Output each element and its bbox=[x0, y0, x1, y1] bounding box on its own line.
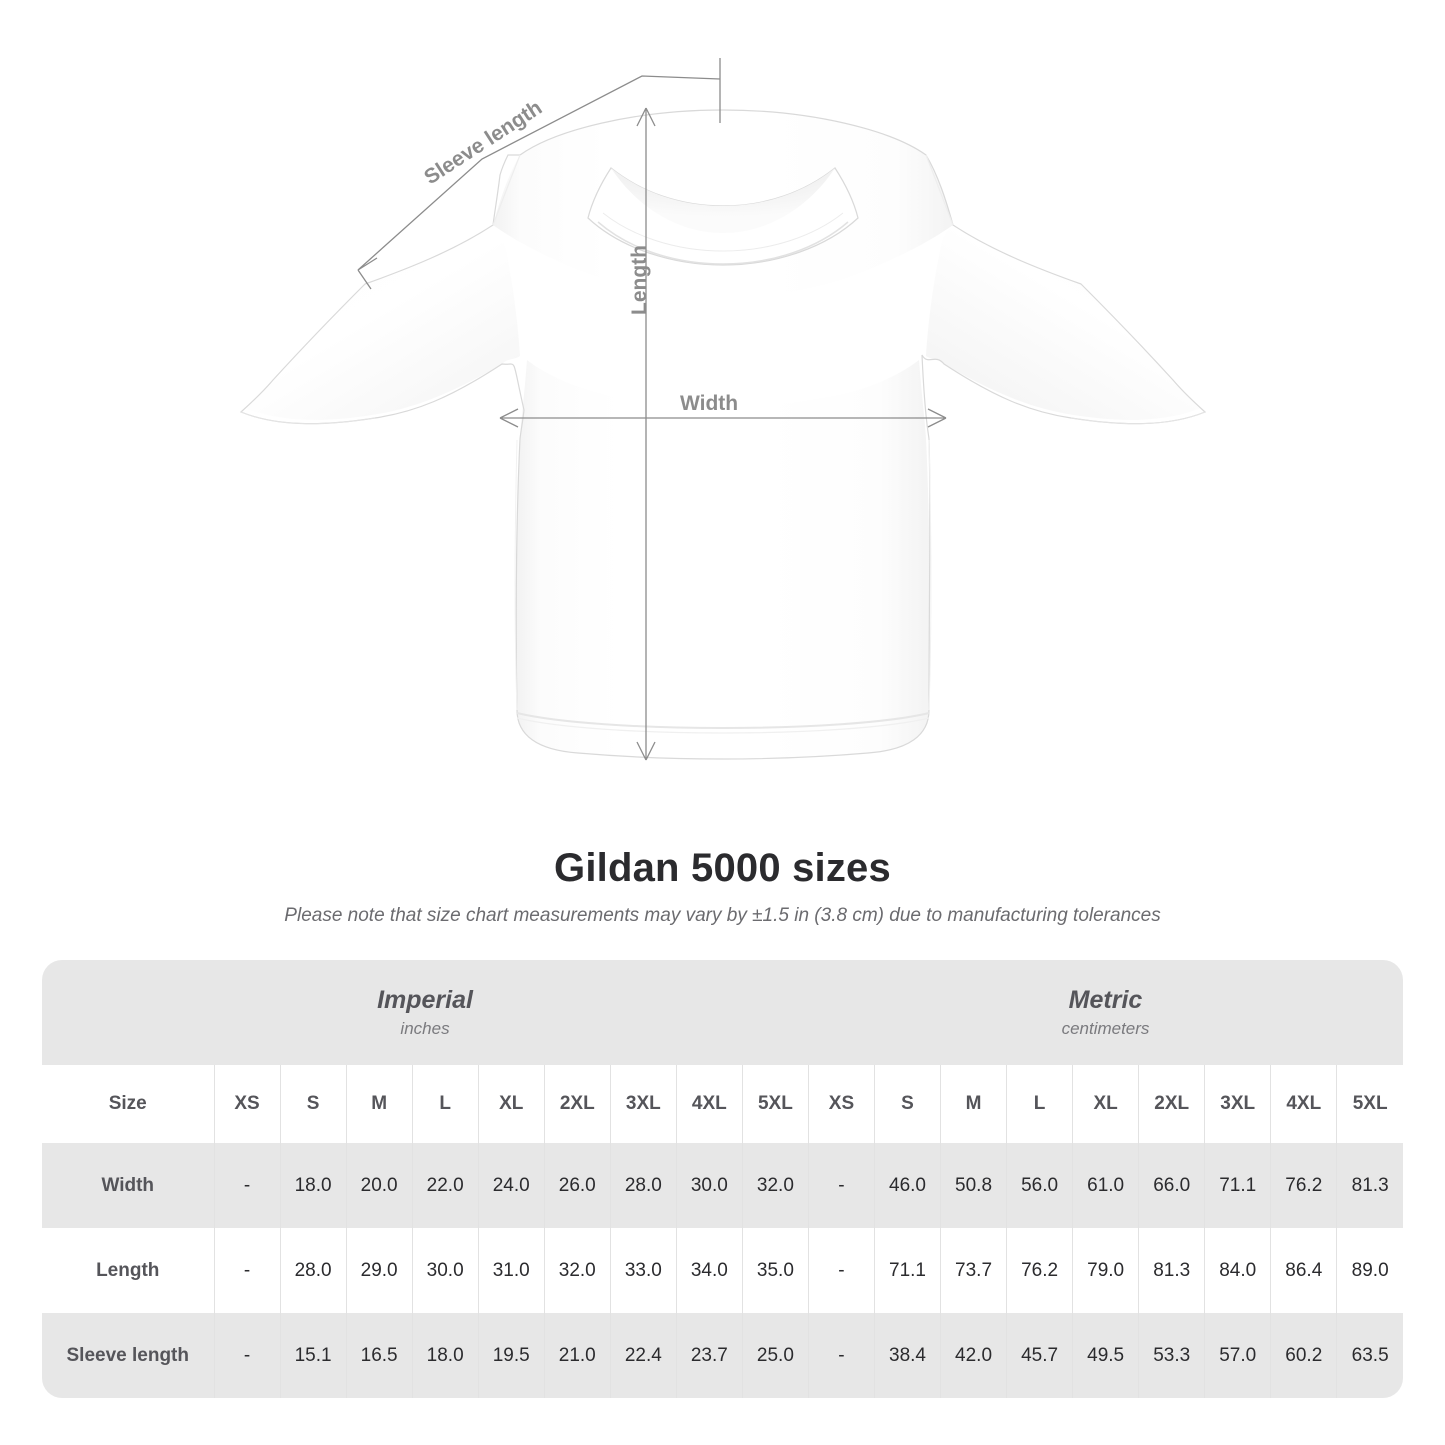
svg-text:Width: Width bbox=[680, 392, 738, 415]
svg-text:Length: Length bbox=[628, 245, 651, 315]
